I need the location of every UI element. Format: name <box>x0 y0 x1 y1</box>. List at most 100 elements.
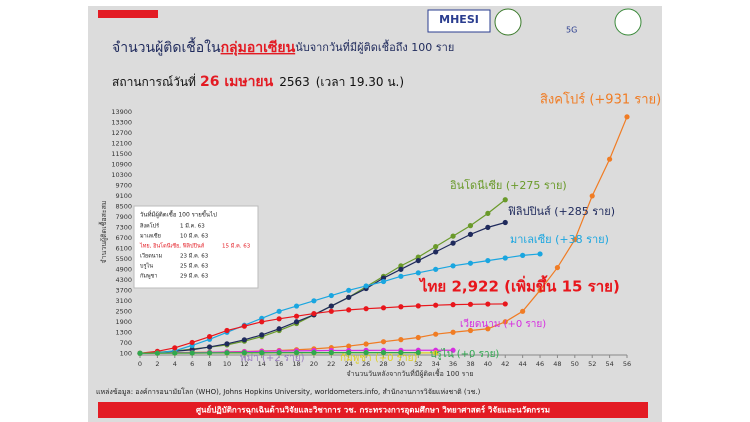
plot: 1007001300190025003100370043004900550061… <box>111 92 661 369</box>
inset-date: 1 มี.ค. 63 <box>180 223 205 230</box>
data-point <box>224 350 230 356</box>
series-label: สิงคโปร์ (+931 ราย) <box>540 92 661 108</box>
inset-box <box>133 205 259 289</box>
series-label: กัมพูชา (+0 ราย) <box>340 353 417 364</box>
data-point <box>520 308 526 314</box>
subtitle-part: สถานการณ์วันที่ <box>112 73 196 89</box>
x-tick-label: 28 <box>379 360 387 368</box>
data-point <box>398 349 404 356</box>
y-tick-label: 12700 <box>111 129 132 137</box>
footer: ศูนย์ปฏิบัติการฉุกเฉินด้านวิจัยและวิชากา… <box>196 405 550 416</box>
inset-country: ไทย, อินโดนีเซีย, ฟิลิปปินส์ <box>139 242 205 250</box>
source: แหล่งข้อมูล: องค์การอนามัยโลก (WHO), Joh… <box>96 387 481 396</box>
y-tick-label: 1300 <box>115 328 132 336</box>
x-tick-label: 46 <box>536 360 544 368</box>
data-point <box>415 257 421 264</box>
data-point <box>467 223 474 229</box>
data-point <box>363 350 369 356</box>
data-point <box>450 233 456 239</box>
data-point <box>398 273 404 279</box>
data-point <box>607 156 613 162</box>
data-point <box>415 334 421 341</box>
x-tick-label: 20 <box>310 360 318 368</box>
series-line <box>139 221 506 354</box>
data-point <box>502 197 508 203</box>
data-point <box>206 334 213 340</box>
data-point <box>380 339 387 345</box>
data-point <box>485 257 491 264</box>
data-point <box>346 350 352 356</box>
data-point <box>398 266 404 272</box>
series-label: เวียดนาม (+0 ราย) <box>460 318 546 330</box>
y-tick-label: 11500 <box>111 150 132 158</box>
x-tick-label: 52 <box>588 360 596 368</box>
data-point <box>502 319 508 325</box>
data-point <box>241 350 247 356</box>
data-point <box>346 287 352 293</box>
y-tick-label: 6700 <box>115 234 132 242</box>
data-point <box>589 193 595 199</box>
data-point <box>450 329 456 335</box>
data-point <box>450 240 456 246</box>
x-tick-label: 56 <box>623 360 631 368</box>
data-point <box>363 283 369 289</box>
data-point <box>224 341 230 347</box>
y-tick-label: 9700 <box>115 181 132 189</box>
data-point <box>433 266 439 272</box>
inset-heading: วันที่มีผู้ติดเชื้อ 100 รายขึ้นไป <box>140 209 217 219</box>
data-point <box>467 260 474 266</box>
data-point <box>293 319 300 325</box>
inset-country: มาเลเซีย <box>140 233 161 240</box>
y-tick-label: 12100 <box>111 139 132 147</box>
inset-date: 15 มี.ค. 63 <box>222 243 251 250</box>
data-point <box>485 210 491 216</box>
logo-text: MHESI <box>439 13 479 26</box>
logo-box <box>427 9 491 33</box>
data-point <box>380 305 387 311</box>
y-tick-label: 700 <box>120 339 132 347</box>
data-point <box>328 350 334 356</box>
data-point <box>293 303 300 309</box>
logo <box>614 8 642 36</box>
subtitle-part: 26 เมษายน <box>200 74 274 90</box>
data-point <box>520 252 526 258</box>
data-point <box>502 255 508 261</box>
data-point <box>502 219 508 226</box>
data-point <box>154 350 160 356</box>
data-point <box>328 292 334 299</box>
data-point <box>241 337 247 343</box>
data-point <box>172 345 178 351</box>
subtitle-part: 2563 <box>279 75 310 89</box>
series-label: ไทย 2,922 (เพิ่มขึ้น 15 ราย) <box>418 275 620 296</box>
y-tick-label: 3700 <box>115 286 132 294</box>
x-tick-label: 0 <box>138 360 142 368</box>
series-label: อินโดนีเซีย (+275 ราย) <box>450 178 567 192</box>
data-point <box>485 326 491 332</box>
data-point <box>346 307 352 313</box>
x-tick-label: 54 <box>605 360 613 368</box>
x-tick-label: 24 <box>345 360 353 368</box>
series-label: พม่า (+2 ราย) <box>240 353 305 364</box>
y-tick-label: 8500 <box>115 202 132 210</box>
y-axis-label: จำนวนผู้ติดเชื้อสะสม <box>97 201 108 264</box>
data-point <box>363 306 369 312</box>
data-point <box>189 339 195 346</box>
series-label: มาเลเซีย (+38 ราย) <box>510 233 609 246</box>
title-part: นับจากวันที่มีผู้ติดเชื้อถึง 100 ราย <box>295 39 454 54</box>
data-point <box>206 350 213 356</box>
y-tick-label: 9100 <box>115 192 132 200</box>
data-point <box>206 344 213 350</box>
data-point <box>554 264 561 271</box>
y-tick-label: 3100 <box>115 297 132 305</box>
data-point <box>363 341 369 347</box>
x-tick-label: 16 <box>275 360 283 368</box>
logo <box>494 8 522 36</box>
data-point <box>241 323 247 329</box>
series-label: บรูไน (+0 ราย) <box>430 348 499 360</box>
inset-date: 23 มี.ค. 63 <box>180 253 209 260</box>
data-point <box>433 302 439 308</box>
y-tick-label: 4900 <box>115 265 132 273</box>
y-tick-label: 7300 <box>115 223 132 231</box>
data-point <box>328 303 334 309</box>
x-tick-label: 8 <box>208 360 212 368</box>
